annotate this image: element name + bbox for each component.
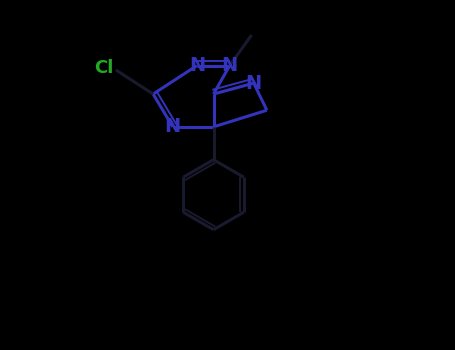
- Text: Cl: Cl: [94, 59, 114, 77]
- Text: N: N: [246, 74, 262, 93]
- Text: N: N: [222, 56, 238, 75]
- Text: N: N: [165, 117, 181, 136]
- Text: N: N: [189, 56, 205, 75]
